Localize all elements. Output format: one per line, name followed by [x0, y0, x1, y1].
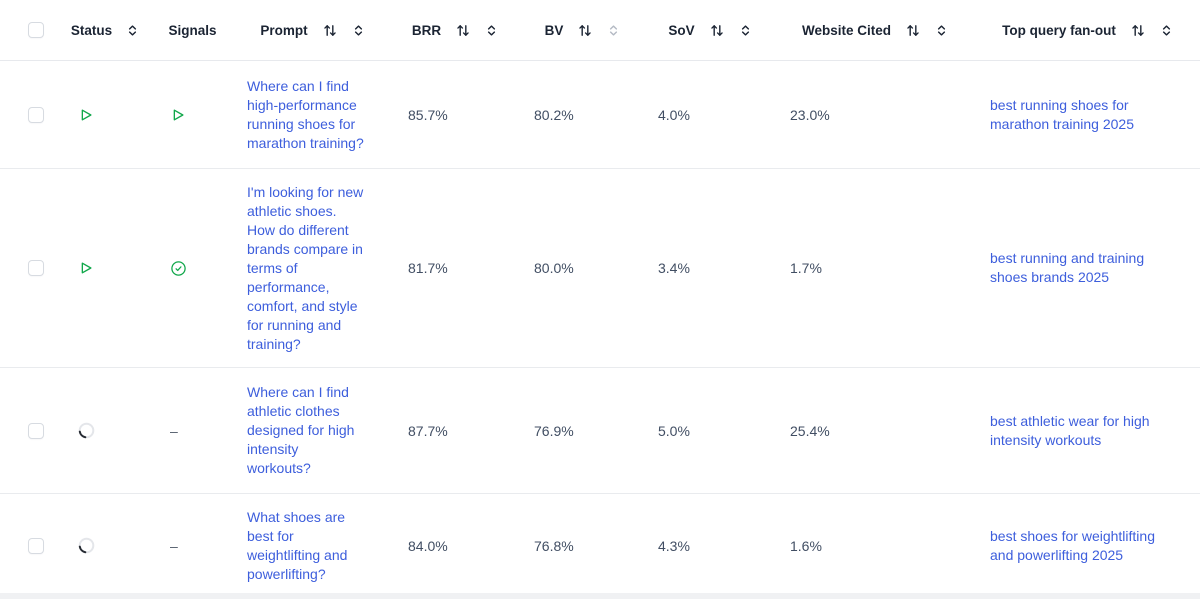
table-row: – What shoes are best for weightlifting … [0, 494, 1200, 598]
chevron-expand-icon[interactable] [352, 23, 365, 38]
column-header-signals[interactable]: Signals [150, 0, 235, 60]
table-row: – Where can I find athletic clothes desi… [0, 368, 1200, 494]
website-cited-value: 25.4% [790, 422, 830, 439]
column-label-top-query-fanout: Top query fan-out [1002, 22, 1116, 38]
table-row: I'm looking for new athletic shoes. How … [0, 169, 1200, 368]
brr-value: 81.7% [408, 260, 448, 276]
column-header-top-query-fanout[interactable]: Top query fan-out [975, 0, 1200, 60]
top-query-fanout-link[interactable]: best athletic wear for high intensity wo… [990, 412, 1150, 448]
column-label-prompt: Prompt [260, 22, 308, 38]
bv-value: 76.8% [534, 537, 574, 554]
bv-value: 80.2% [534, 106, 574, 123]
table-row: Where can I find high-performance runnin… [0, 61, 1200, 169]
status-running-icon [78, 107, 94, 123]
sort-arrows-icon[interactable] [709, 23, 725, 38]
chevron-expand-icon[interactable] [739, 23, 752, 38]
website-cited-value: 1.7% [790, 260, 822, 276]
top-query-fanout-link[interactable]: best running shoes for marathon training… [990, 96, 1134, 132]
select-all-checkbox[interactable] [28, 22, 44, 38]
brr-value: 85.7% [408, 106, 448, 123]
column-label-signals: Signals [168, 22, 217, 38]
column-header-brr[interactable]: BRR [390, 0, 520, 60]
sort-arrows-icon[interactable] [577, 23, 593, 38]
column-header-sov[interactable]: SoV [645, 0, 775, 60]
header-select-cell [0, 0, 60, 60]
column-header-status[interactable]: Status [60, 0, 150, 60]
sov-value: 4.0% [658, 106, 690, 123]
column-header-bv[interactable]: BV [520, 0, 645, 60]
prompt-link[interactable]: Where can I find athletic clothes design… [247, 384, 355, 476]
sort-arrows-icon[interactable] [905, 23, 921, 38]
status-running-icon [78, 260, 94, 276]
chevron-expand-icon[interactable] [935, 23, 948, 38]
column-label-website-cited: Website Cited [801, 22, 891, 38]
chevron-expand-icon[interactable] [485, 23, 498, 38]
bv-value: 80.0% [534, 260, 574, 276]
signal-passed-icon [170, 260, 187, 277]
status-loading-spinner-icon [78, 537, 95, 554]
column-header-prompt[interactable]: Prompt [235, 0, 390, 60]
prompt-link[interactable]: I'm looking for new athletic shoes. How … [247, 183, 364, 352]
sov-value: 4.3% [658, 537, 690, 554]
prompt-link[interactable]: What shoes are best for weightlifting an… [247, 508, 348, 582]
column-label-bv: BV [544, 22, 564, 38]
website-cited-value: 23.0% [790, 106, 830, 123]
prompt-link[interactable]: Where can I find high-performance runnin… [247, 77, 364, 151]
row-checkbox[interactable] [28, 106, 44, 123]
signal-empty-dash: – [170, 537, 178, 554]
column-header-website-cited[interactable]: Website Cited [775, 0, 975, 60]
signal-empty-dash: – [170, 422, 178, 439]
top-query-fanout-link[interactable]: best shoes for weightlifting and powerli… [990, 527, 1155, 563]
column-label-brr: BRR [411, 22, 442, 38]
column-label-sov: SoV [668, 22, 695, 38]
horizontal-scrollbar-track[interactable] [0, 593, 1200, 599]
brr-value: 87.7% [408, 422, 448, 439]
sov-value: 3.4% [658, 260, 690, 276]
signal-running-icon [170, 107, 186, 123]
chevron-expand-icon[interactable] [126, 23, 139, 38]
row-checkbox[interactable] [28, 422, 44, 439]
chevron-expand-icon[interactable] [607, 23, 620, 38]
top-query-fanout-link[interactable]: best running and training shoes brands 2… [990, 250, 1145, 285]
status-loading-spinner-icon [78, 422, 95, 439]
sort-arrows-icon[interactable] [1130, 23, 1146, 38]
brr-value: 84.0% [408, 537, 448, 554]
website-cited-value: 1.6% [790, 537, 822, 554]
bv-value: 76.9% [534, 422, 574, 439]
row-checkbox[interactable] [28, 537, 44, 554]
sort-arrows-icon[interactable] [455, 23, 471, 38]
chevron-expand-icon[interactable] [1160, 23, 1173, 38]
column-label-status: Status [70, 22, 113, 38]
row-checkbox[interactable] [28, 260, 44, 276]
sort-arrows-icon[interactable] [322, 23, 338, 38]
table-header-row: Status Signals Prompt BRR BV [0, 0, 1200, 61]
sov-value: 5.0% [658, 422, 690, 439]
